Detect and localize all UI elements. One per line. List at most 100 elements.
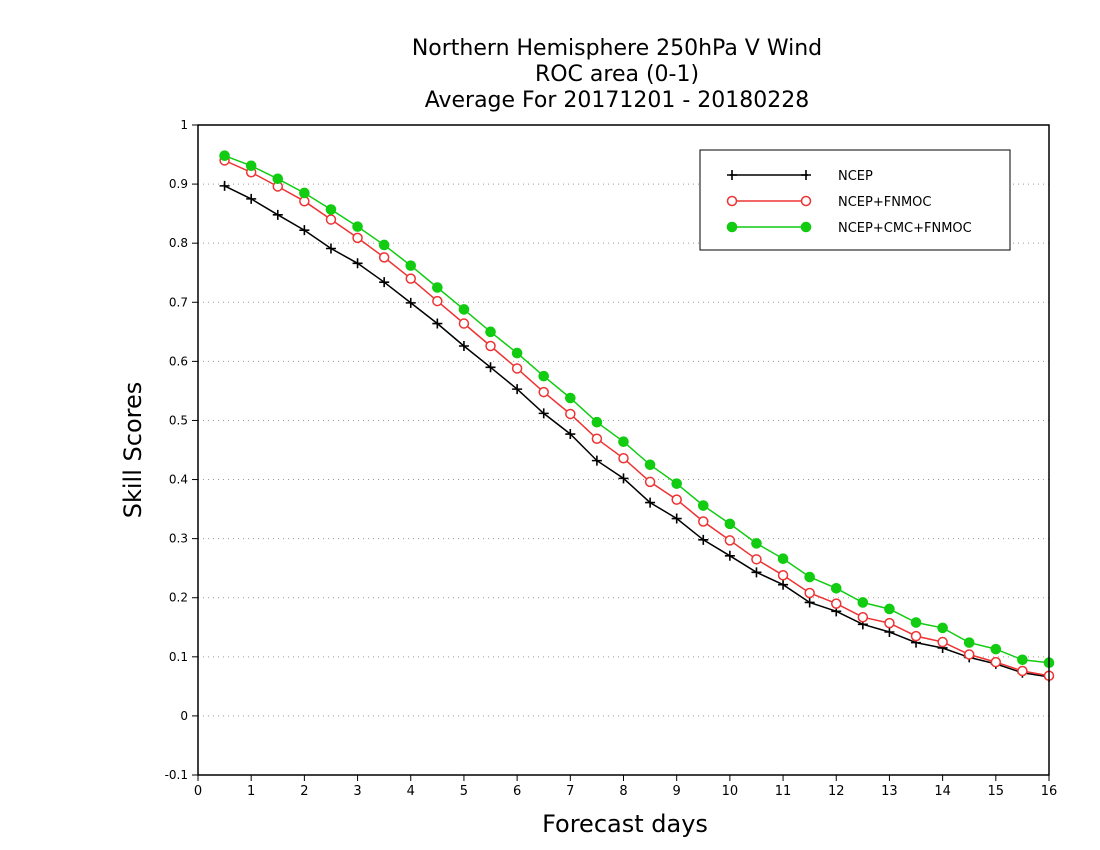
data-point-plus — [219, 180, 230, 191]
data-point-open-circle — [990, 656, 1002, 668]
y-tick-label: 0.9 — [169, 177, 188, 191]
x-tick-label: 10 — [722, 784, 739, 799]
data-point-filled-circle — [591, 416, 603, 428]
data-point-filled-circle — [724, 518, 736, 530]
data-point-plus — [299, 225, 310, 236]
data-point-open-circle — [644, 476, 656, 488]
data-point-plus — [432, 318, 443, 329]
data-point-plus — [246, 193, 257, 204]
data-point-open-circle — [751, 554, 762, 565]
data-point-open-circle — [884, 617, 895, 629]
data-point-plus — [727, 170, 737, 180]
data-point-filled-circle — [671, 478, 682, 489]
data-point-open-circle — [565, 408, 576, 420]
data-point-filled-circle — [352, 221, 363, 232]
chart-title-line-3: Average For 20171201 - 20180228 — [424, 88, 810, 113]
data-point-open-circle — [857, 611, 869, 623]
axes: -0.100.10.20.30.40.50.60.70.80.910 1 2 3 4 5 6… — [165, 118, 1058, 799]
x-tick-label: 7 — [566, 784, 574, 799]
chart-title-line-1: Northern Hemisphere 250hPa V Wind — [411, 36, 823, 61]
data-point-filled-circle — [857, 597, 869, 608]
data-point-plus — [884, 627, 895, 637]
data-point-filled-circle — [804, 571, 815, 583]
data-point-filled-circle — [910, 617, 922, 628]
legend-item: NCEP+FNMOC — [726, 195, 931, 210]
data-point-open-circle — [325, 214, 337, 225]
data-point-filled-circle — [644, 459, 656, 471]
data-point-filled-circle — [485, 326, 496, 338]
x-tick-label: 1 — [247, 784, 255, 799]
data-point-filled-circle — [830, 582, 842, 594]
grid-lines — [198, 183, 1049, 717]
data-point-plus — [778, 579, 789, 590]
data-point-plus — [379, 277, 390, 288]
x-tick-label: 16 — [1041, 784, 1058, 799]
data-point-plus — [352, 258, 363, 269]
series-ncep-cmc-fnmoc — [219, 150, 1055, 669]
data-point-open-circle — [405, 273, 416, 284]
data-point-plus — [591, 455, 602, 466]
y-tick-label: -0.1 — [165, 768, 188, 782]
y-tick-label: 0.1 — [169, 650, 188, 664]
y-tick-label: 0.5 — [169, 413, 188, 427]
series-ncep — [219, 180, 1054, 682]
data-point-plus — [272, 209, 283, 220]
data-point-filled-circle — [751, 538, 762, 549]
x-tick-label: 4 — [407, 784, 415, 799]
data-point-open-circle — [485, 340, 496, 352]
data-point-plus — [565, 429, 576, 440]
x-tick-label: 6 — [513, 784, 521, 799]
data-point-open-circle — [831, 598, 842, 609]
data-point-plus — [325, 243, 336, 254]
data-point-filled-circle — [1017, 654, 1028, 666]
data-point-open-circle — [591, 433, 603, 445]
data-point-plus — [405, 297, 416, 308]
x-tick-label: 0 — [194, 784, 202, 799]
data-point-plus — [458, 341, 469, 351]
data-point-filled-circle — [937, 622, 948, 634]
data-point-plus — [671, 513, 682, 524]
data-point-filled-circle — [800, 221, 812, 233]
data-point-plus — [751, 567, 762, 578]
x-tick-label: 8 — [619, 784, 627, 799]
x-tick-label: 9 — [673, 784, 681, 799]
data-point-open-circle — [671, 494, 682, 505]
data-point-filled-circle — [432, 282, 443, 293]
data-point-plus — [512, 384, 523, 395]
data-point-filled-circle — [777, 553, 789, 565]
series-ncep-fnmoc — [219, 155, 1055, 681]
data-point-filled-circle — [538, 370, 550, 382]
x-tick-label: 12 — [828, 784, 845, 799]
legend-label: NCEP+FNMOC — [838, 195, 931, 210]
data-point-filled-circle — [884, 603, 895, 615]
x-tick-label: 15 — [988, 784, 1005, 799]
y-tick-label: 0.2 — [169, 591, 188, 605]
data-point-open-circle — [724, 535, 736, 546]
data-point-open-circle — [618, 453, 629, 464]
data-point-filled-circle — [511, 347, 523, 359]
x-tick-label: 5 — [460, 784, 468, 799]
legend-box — [699, 149, 1011, 251]
y-tick-label: 1 — [180, 118, 188, 132]
data-point-plus — [645, 497, 656, 508]
data-point-filled-circle — [299, 187, 310, 199]
data-point-filled-circle — [378, 239, 390, 251]
data-point-plus — [485, 362, 496, 373]
x-axis-label: Forecast days — [542, 810, 708, 838]
data-point-filled-circle — [245, 160, 257, 172]
x-tick-label: 14 — [934, 784, 951, 799]
y-tick-label: 0 — [180, 709, 188, 723]
y-tick-label: 0.6 — [169, 354, 188, 368]
data-point-open-circle — [910, 630, 922, 642]
legend: NCEP NCEP+FNMOC NCEP+CMC+FNMOC — [699, 149, 1011, 251]
data-point-plus — [724, 550, 735, 561]
legend-item: NCEP+CMC+FNMOC — [726, 221, 972, 236]
y-tick-label: 0.4 — [169, 473, 188, 487]
data-point-filled-circle — [963, 637, 975, 648]
x-tick-label: 13 — [881, 784, 898, 799]
x-tick-label: 3 — [353, 784, 361, 799]
legend-label: NCEP+CMC+FNMOC — [838, 221, 972, 236]
data-point-open-circle — [937, 636, 948, 648]
data-point-open-circle — [538, 386, 549, 398]
